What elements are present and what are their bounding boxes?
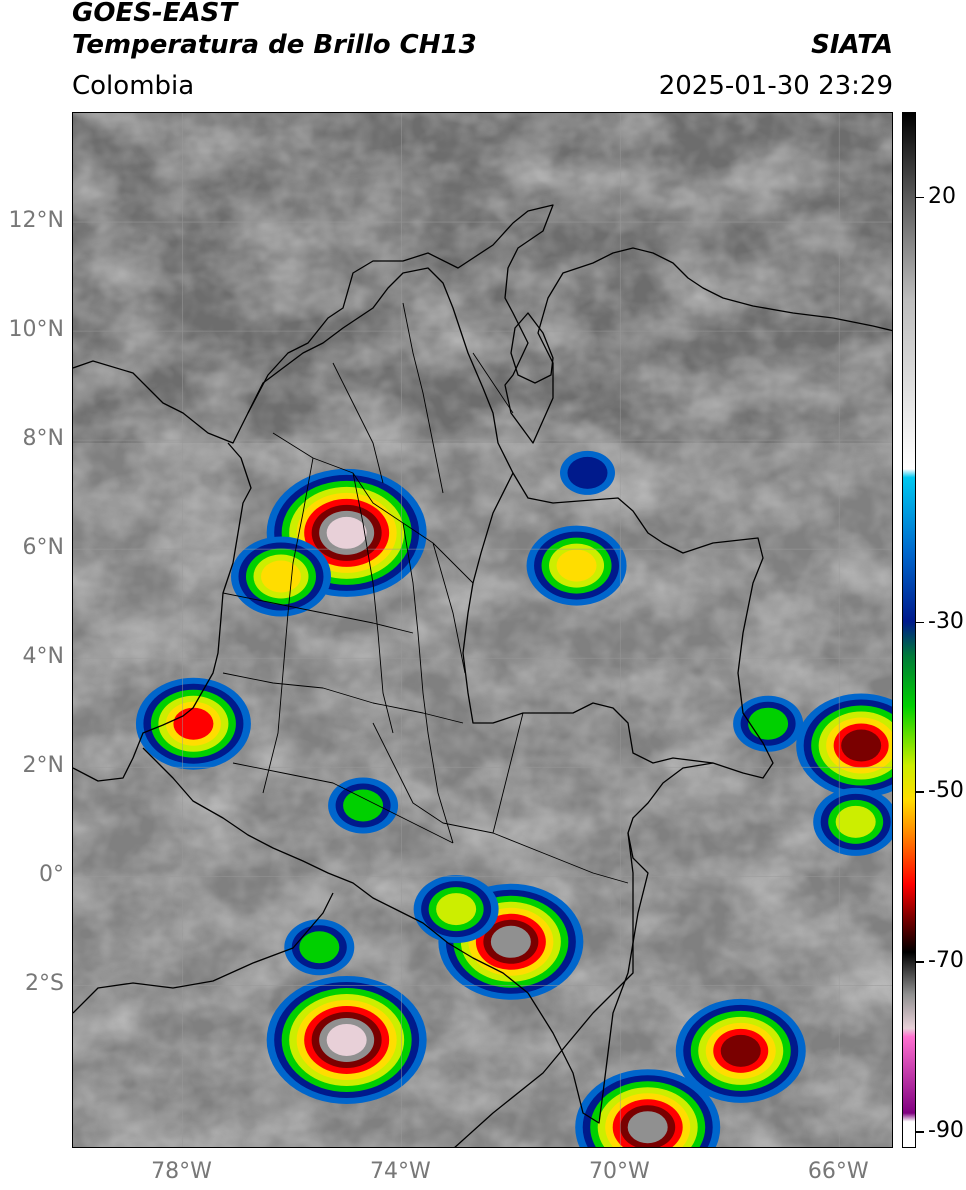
convective-cell: [526, 525, 627, 606]
convective-cell: [266, 975, 427, 1104]
cell-ring: [299, 931, 340, 964]
cell-ring: [436, 893, 477, 926]
cell-ring: [326, 516, 367, 549]
convective-cell: [675, 998, 806, 1103]
internal-divisions: [222, 302, 629, 884]
cell-ring: [835, 805, 876, 838]
borders: [73, 204, 892, 1147]
cell-ring: [260, 560, 301, 593]
colorbar-tick-label: -90: [928, 1118, 964, 1144]
colorbar-tick: [916, 1131, 924, 1133]
colorbar-tick: [916, 621, 924, 623]
coastline-pacific: [73, 442, 252, 782]
satellite-map: [73, 113, 892, 1147]
colorbar-tick: [916, 961, 924, 963]
convective-cell: [230, 536, 331, 617]
cell-ring: [343, 789, 384, 822]
lat-tick-label: 0°: [39, 862, 64, 888]
map-panel[interactable]: [72, 112, 893, 1148]
colorbar-tick-label: -70: [928, 948, 964, 974]
lon-tick-label: 66°W: [807, 1159, 869, 1184]
venezuela-border: [462, 472, 714, 764]
lat-tick-label: 10°N: [8, 317, 64, 343]
convective-cell: [796, 693, 892, 798]
region-label: Colombia: [72, 71, 195, 101]
graticule: [73, 113, 892, 1147]
cell-ring: [556, 549, 597, 582]
datetime-label: 2025-01-30 23:29: [658, 71, 893, 101]
lat-tick-label: 8°N: [22, 426, 64, 452]
cell-ring: [326, 1023, 367, 1056]
convective-cell: [135, 677, 251, 770]
colombia-border: [142, 267, 774, 1124]
lon-tick-label: 78°W: [151, 1159, 212, 1184]
convective-cell: [413, 875, 499, 944]
lat-tick-label: 4°N: [22, 644, 64, 670]
colorbar: [902, 112, 916, 1148]
convective-cells: [135, 450, 892, 1147]
organization-label: SIATA: [811, 30, 893, 60]
cell-ring: [841, 729, 882, 762]
colorbar-tick-label: 20: [928, 183, 956, 209]
cell-ring: [567, 456, 608, 489]
cell-ring: [490, 925, 531, 958]
colorbar-tick-label: -50: [928, 778, 964, 804]
lon-tick-label: 74°W: [370, 1159, 431, 1184]
colorbar-tick: [916, 791, 924, 793]
cell-ring: [748, 707, 789, 740]
lon-tick-label: 70°W: [588, 1159, 650, 1184]
title-product: Temperatura de Brillo CH13: [72, 30, 477, 60]
convective-cell: [559, 450, 615, 495]
convective-cell: [733, 695, 804, 752]
coast-peru-ecuador: [73, 892, 334, 1014]
colorbar-tick-label: -30: [928, 608, 964, 634]
cell-ring: [627, 1111, 668, 1144]
lat-tick-label: 6°N: [22, 535, 64, 561]
lat-tick-label: 12°N: [8, 208, 64, 234]
cell-ring: [173, 707, 214, 740]
convective-cell: [284, 919, 355, 976]
lake-maracaibo: [510, 312, 554, 384]
convective-cell: [813, 787, 892, 856]
brazil-border: [454, 832, 634, 1147]
coastline-caribbean: [73, 204, 892, 444]
lat-tick-label: 2°S: [25, 971, 64, 997]
cell-ring: [720, 1034, 761, 1067]
convective-cell: [328, 777, 399, 834]
convective-cell: [575, 1069, 721, 1147]
lat-tick-label: 2°N: [22, 753, 64, 779]
title-satellite: GOES-EAST: [72, 0, 238, 28]
colorbar-tick: [916, 196, 924, 199]
